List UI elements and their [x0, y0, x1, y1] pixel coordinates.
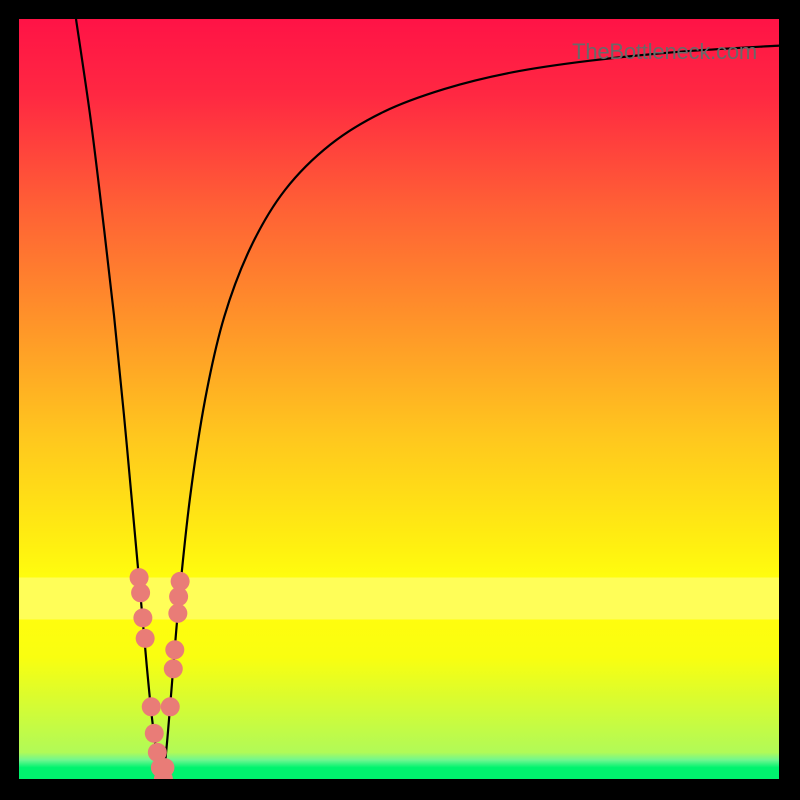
data-marker	[136, 629, 155, 648]
data-marker	[142, 697, 161, 716]
chart-container: TheBottleneck.com	[0, 0, 800, 800]
plot-area: TheBottleneck.com	[19, 19, 779, 779]
data-marker	[161, 697, 180, 716]
curve-layer	[19, 19, 779, 779]
watermark-text: TheBottleneck.com	[572, 39, 757, 65]
data-marker	[171, 572, 190, 591]
data-marker	[145, 724, 164, 743]
data-marker	[164, 659, 183, 678]
data-marker	[165, 640, 184, 659]
data-marker	[130, 568, 149, 587]
data-marker	[133, 608, 152, 627]
data-marker	[155, 758, 174, 777]
data-marker	[168, 604, 187, 623]
marker-group	[130, 568, 190, 779]
